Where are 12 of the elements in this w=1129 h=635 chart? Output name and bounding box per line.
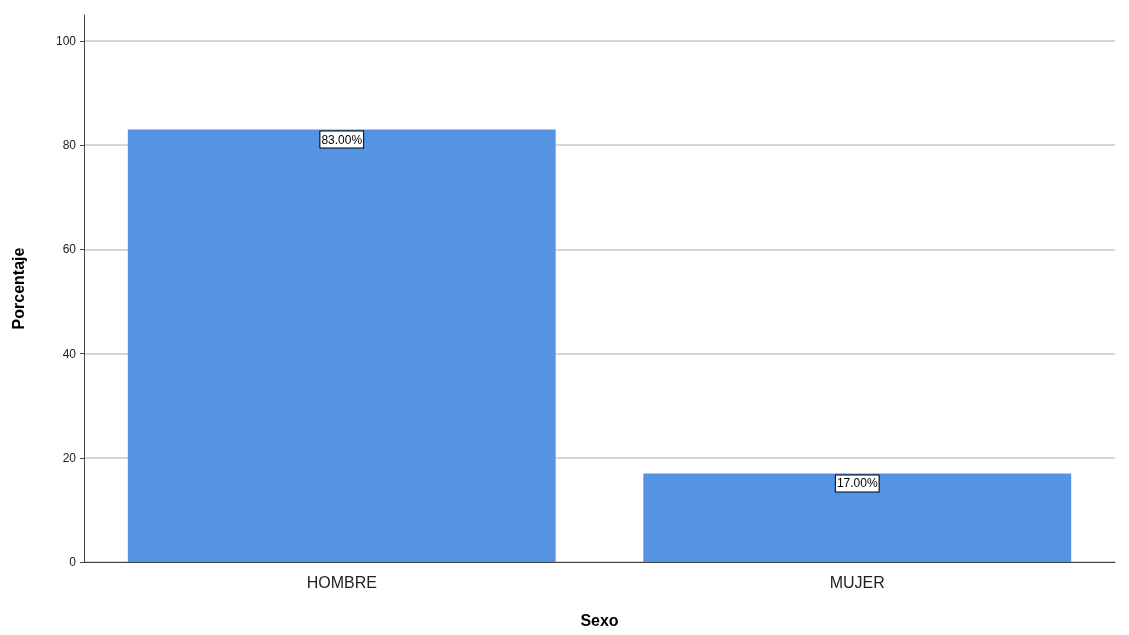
y-tick-label: 100 — [55, 34, 77, 49]
data-label: 83.00% — [321, 132, 363, 147]
y-tick-label: 60 — [62, 242, 77, 257]
y-tick-label: 0 — [69, 555, 77, 569]
x-tick-label: HOMBRE — [306, 573, 377, 591]
y-tick-label: 20 — [62, 450, 77, 465]
y-tick-label: 80 — [62, 138, 77, 153]
y-tick-label: 40 — [62, 346, 77, 361]
x-axis-title: Sexo — [580, 611, 619, 629]
x-tick-label: MUJER — [829, 573, 885, 591]
data-label: 17.00% — [836, 476, 878, 491]
y-axis-title: Porcentaje — [9, 247, 27, 330]
